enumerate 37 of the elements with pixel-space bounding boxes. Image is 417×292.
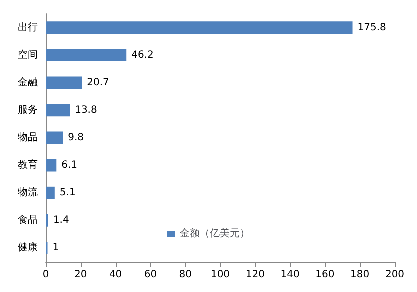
bar	[46, 49, 127, 62]
data-label: 20.7	[87, 77, 110, 88]
data-label: 1	[52, 242, 60, 254]
bar	[46, 22, 353, 34]
y-tick-label: 空间	[18, 48, 38, 61]
y-tick-label: 金融	[18, 76, 38, 88]
x-tick-label: 200	[385, 270, 405, 280]
bar	[46, 186, 55, 200]
x-tick-label: 80	[179, 270, 192, 280]
bar	[46, 132, 64, 144]
y-tick-label: 食品	[18, 214, 38, 226]
data-label: 6.1	[62, 160, 78, 172]
x-tick-label: 0	[42, 270, 50, 280]
data-label: 13.8	[75, 104, 98, 116]
x-tick-label: 100	[210, 270, 230, 280]
data-label: 5.1	[60, 188, 76, 199]
x-tick-label: 20	[74, 270, 88, 280]
x-tick-label: 140	[280, 270, 300, 280]
bar	[46, 76, 82, 90]
data-label: 46.2	[132, 50, 154, 61]
bar	[46, 159, 57, 172]
y-tick-label: 物流	[18, 186, 38, 199]
y-tick-label: 健康	[18, 242, 38, 254]
data-label: 175.8	[358, 22, 386, 34]
y-tick-label: 物品	[18, 132, 38, 144]
legend-label: 金额（亿美元）	[180, 228, 250, 240]
x-tick-label: 40	[109, 270, 122, 280]
data-label: 9.8	[68, 132, 84, 144]
y-tick-label: 教育	[18, 159, 38, 172]
data-label: 1.4	[53, 215, 70, 226]
bar	[46, 104, 70, 117]
x-tick-label: 60	[144, 270, 158, 280]
y-tick-label: 出行	[18, 21, 38, 34]
x-tick-label: 180	[350, 270, 370, 280]
y-tick-label: 服务	[18, 104, 38, 116]
x-tick-label: 120	[246, 270, 265, 280]
x-tick-label: 160	[316, 270, 335, 280]
